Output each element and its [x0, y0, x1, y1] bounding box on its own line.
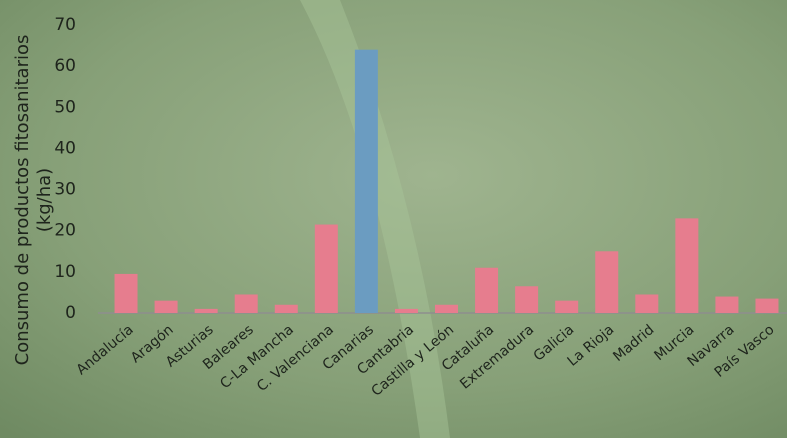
y-tick-label: 70	[54, 15, 76, 35]
bar	[755, 298, 779, 313]
bar	[515, 286, 539, 313]
bar	[114, 273, 138, 313]
y-tick-label: 30	[54, 180, 76, 200]
y-axis-title-line: (kg/ha)	[34, 168, 55, 232]
bar	[595, 251, 619, 313]
bar	[715, 296, 739, 313]
y-tick-label: 10	[54, 262, 76, 282]
y-axis-title: Consumo de productos fitosanitarios (kg/…	[12, 35, 55, 366]
y-tick-label: 20	[54, 221, 76, 241]
y-tick-label: 60	[54, 56, 76, 76]
bar	[354, 49, 378, 313]
bar	[675, 218, 699, 313]
bar	[194, 308, 218, 313]
leaf-shape	[300, 0, 450, 438]
bar	[435, 304, 458, 313]
y-tick-label: 40	[54, 138, 76, 158]
bar	[274, 304, 298, 313]
bar	[394, 308, 418, 313]
y-axis-title-line: Consumo de productos fitosanitarios	[12, 35, 33, 366]
bar	[314, 224, 338, 313]
bar	[154, 300, 178, 313]
y-tick-label: 0	[65, 303, 76, 323]
y-tick-label: 50	[54, 97, 76, 117]
bar	[555, 300, 579, 313]
bar	[475, 267, 499, 313]
bar	[234, 294, 258, 313]
bar	[635, 294, 659, 313]
